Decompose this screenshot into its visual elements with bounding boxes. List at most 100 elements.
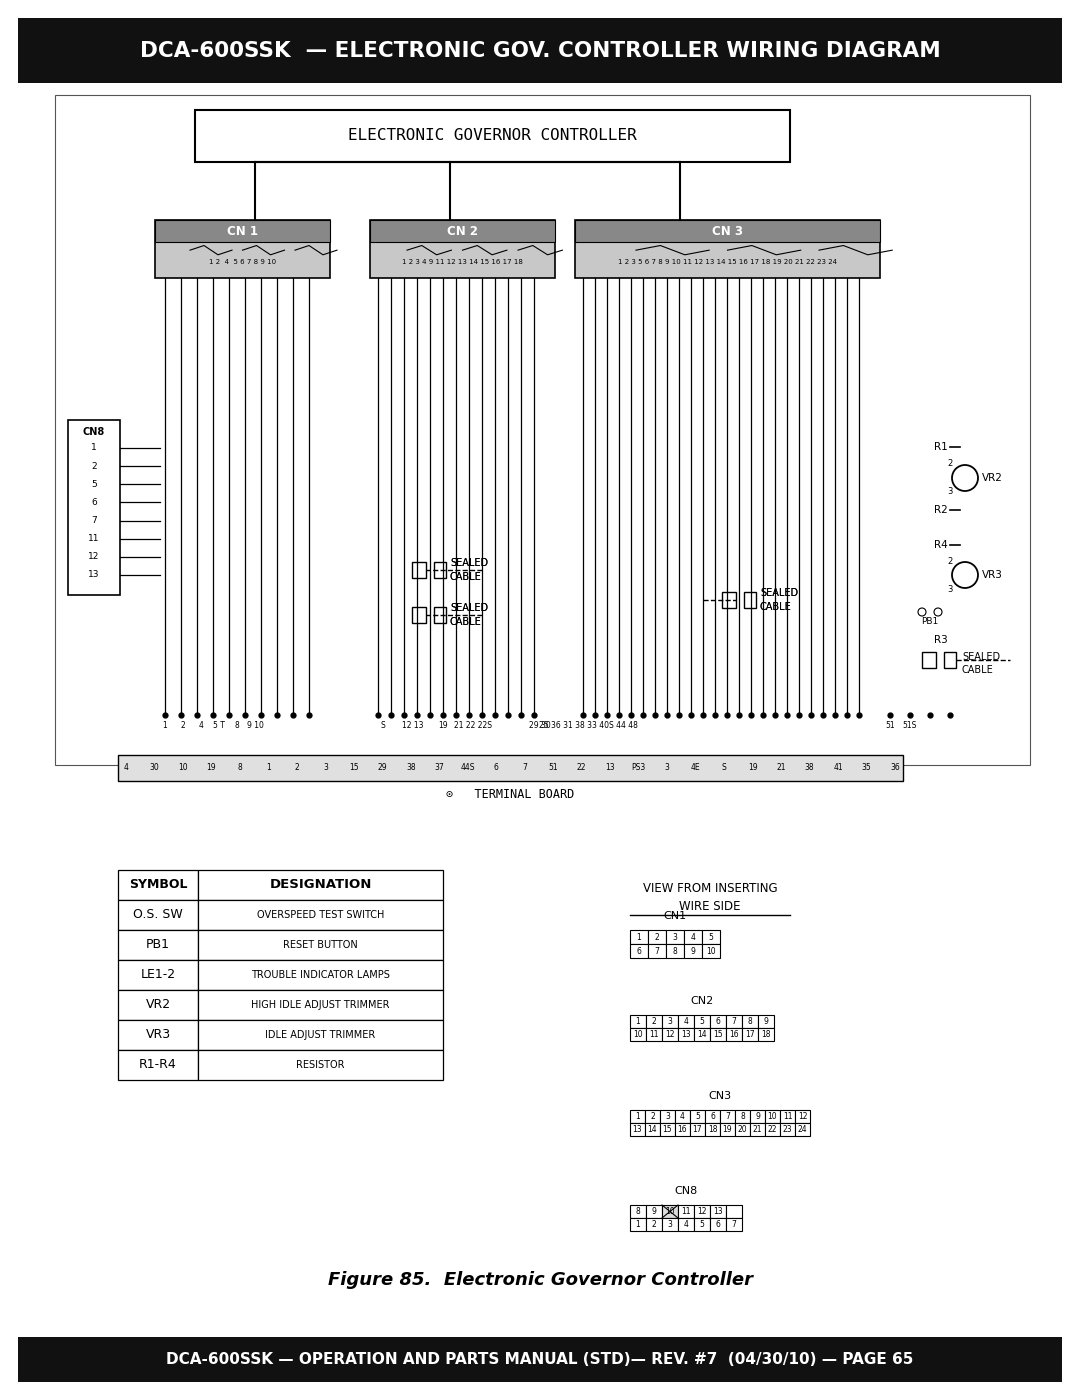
Bar <box>662 1218 678 1231</box>
Text: 10: 10 <box>178 764 188 773</box>
Text: 9: 9 <box>755 1112 760 1120</box>
Text: 10: 10 <box>633 1030 643 1039</box>
Text: 22: 22 <box>768 1125 778 1134</box>
Text: VIEW FROM INSERTING
WIRE SIDE: VIEW FROM INSERTING WIRE SIDE <box>643 882 778 914</box>
Text: 1: 1 <box>636 1017 640 1025</box>
Bar <box>726 1016 742 1028</box>
Bar <box>18 18 1062 82</box>
Text: 1 2  4  5 6 7 8 9 10: 1 2 4 5 6 7 8 9 10 <box>208 258 276 265</box>
Text: 19: 19 <box>723 1125 732 1134</box>
Bar <box>118 754 903 781</box>
Bar <box>678 1028 694 1041</box>
Text: 7: 7 <box>725 1112 730 1120</box>
Text: CN1: CN1 <box>663 911 687 921</box>
Bar <box>68 420 120 595</box>
Text: 23: 23 <box>783 1125 793 1134</box>
Text: 6: 6 <box>716 1220 720 1229</box>
Text: 10: 10 <box>665 1207 675 1215</box>
Text: SEALED
CABLE: SEALED CABLE <box>450 604 488 627</box>
Text: 5: 5 <box>696 1112 700 1120</box>
Text: 3: 3 <box>667 1017 673 1025</box>
Text: 7: 7 <box>731 1017 737 1025</box>
Text: LE1-2: LE1-2 <box>140 968 176 982</box>
Bar <box>735 1123 750 1136</box>
Text: RESISTOR: RESISTOR <box>296 1060 345 1070</box>
Text: 2: 2 <box>651 1017 657 1025</box>
Text: SEALED
CABLE: SEALED CABLE <box>760 588 798 612</box>
Text: 29 30: 29 30 <box>529 721 551 731</box>
Text: OVERSPEED TEST SWITCH: OVERSPEED TEST SWITCH <box>257 909 384 921</box>
Text: 14: 14 <box>648 1125 658 1134</box>
Text: CN 3: CN 3 <box>712 225 743 237</box>
Bar <box>630 1206 646 1218</box>
Text: 2: 2 <box>654 933 660 942</box>
Text: CN2: CN2 <box>690 996 714 1006</box>
Text: TROUBLE INDICATOR LAMPS: TROUBLE INDICATOR LAMPS <box>251 970 390 981</box>
Bar <box>726 1206 742 1218</box>
Bar <box>744 592 756 608</box>
Bar <box>370 219 555 278</box>
Bar <box>198 990 443 1020</box>
Text: 12 13: 12 13 <box>402 721 423 731</box>
Text: 8: 8 <box>673 947 677 956</box>
Bar <box>434 562 446 578</box>
Text: 10: 10 <box>768 1112 778 1120</box>
Text: ⊙   TERMINAL BOARD: ⊙ TERMINAL BOARD <box>446 788 575 802</box>
Bar <box>710 1218 726 1231</box>
Text: 41: 41 <box>834 764 842 773</box>
Text: 13: 13 <box>713 1207 723 1215</box>
Text: VR2: VR2 <box>146 999 171 1011</box>
Text: SEALED
CABLE: SEALED CABLE <box>760 588 798 612</box>
Bar <box>662 1206 678 1218</box>
Text: 4E: 4E <box>691 764 701 773</box>
Text: CN8: CN8 <box>674 1186 698 1196</box>
Text: 12: 12 <box>698 1207 706 1215</box>
Text: 2: 2 <box>295 764 299 773</box>
Text: 18: 18 <box>707 1125 717 1134</box>
Bar <box>666 944 684 958</box>
Text: 9: 9 <box>651 1207 657 1215</box>
Bar <box>726 1218 742 1231</box>
Text: PS3: PS3 <box>632 764 646 773</box>
Bar <box>198 900 443 930</box>
Bar <box>630 1218 646 1231</box>
Text: 5: 5 <box>91 479 97 489</box>
Text: 30: 30 <box>150 764 160 773</box>
Text: 51: 51 <box>886 721 895 731</box>
Bar <box>742 1016 758 1028</box>
Text: 15: 15 <box>663 1125 673 1134</box>
Bar <box>726 1028 742 1041</box>
Text: 29: 29 <box>378 764 387 773</box>
Bar <box>765 1111 780 1123</box>
Text: 1 2 3 4 9 11 12 13 14 15 16 17 18: 1 2 3 4 9 11 12 13 14 15 16 17 18 <box>402 258 523 265</box>
Bar <box>690 1111 705 1123</box>
Text: 19: 19 <box>438 721 448 731</box>
Text: 7: 7 <box>731 1220 737 1229</box>
Text: 1: 1 <box>266 764 271 773</box>
Bar <box>675 1123 690 1136</box>
Text: 13: 13 <box>89 570 99 580</box>
Bar <box>370 219 555 242</box>
Text: 1: 1 <box>636 1220 640 1229</box>
Bar <box>678 1016 694 1028</box>
Text: 13: 13 <box>633 1125 643 1134</box>
Bar <box>666 930 684 944</box>
Text: 8: 8 <box>636 1207 640 1215</box>
Text: 3: 3 <box>947 488 953 496</box>
Text: 15: 15 <box>713 1030 723 1039</box>
Text: 5: 5 <box>708 933 714 942</box>
Text: S: S <box>380 721 386 731</box>
Text: DCA-600SSK  — ELECTRONIC GOV. CONTROLLER WIRING DIAGRAM: DCA-600SSK — ELECTRONIC GOV. CONTROLLER … <box>139 41 941 61</box>
Bar <box>702 944 720 958</box>
Text: 7: 7 <box>91 515 97 525</box>
Text: R3: R3 <box>934 636 948 645</box>
Text: 5: 5 <box>700 1017 704 1025</box>
Text: 8: 8 <box>238 764 242 773</box>
Bar <box>675 1111 690 1123</box>
Bar <box>678 1218 694 1231</box>
Text: 38: 38 <box>805 764 814 773</box>
Text: 21: 21 <box>777 764 786 773</box>
Text: DESIGNATION: DESIGNATION <box>269 879 372 891</box>
Text: 12: 12 <box>89 552 99 562</box>
Text: 17: 17 <box>745 1030 755 1039</box>
